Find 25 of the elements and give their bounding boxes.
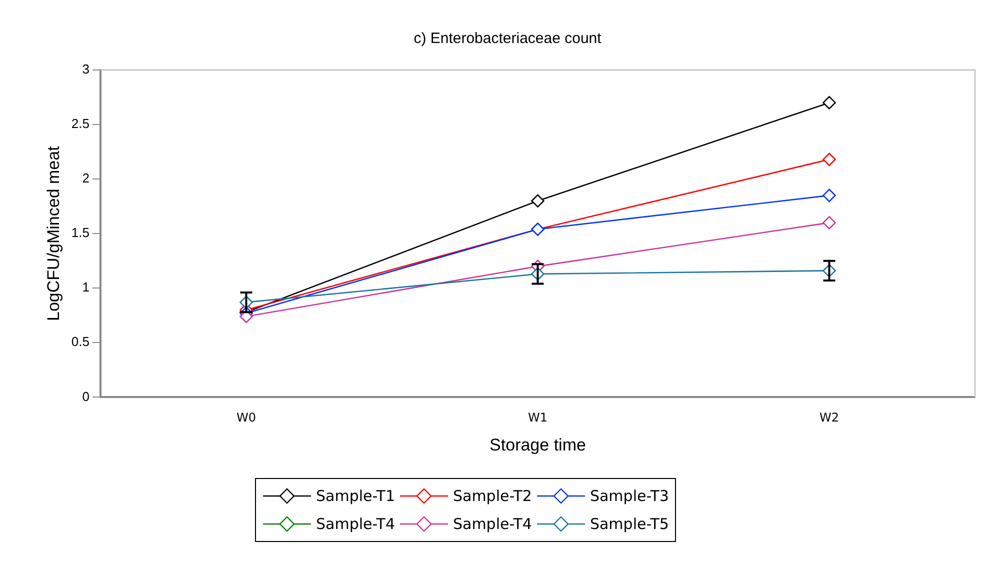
x-tick-label: W2: [819, 410, 839, 425]
point: [822, 216, 836, 230]
legend-label: Sample-T4: [316, 515, 395, 533]
y-axis-title: LogCFU/gMinced meat: [44, 146, 63, 322]
point: [822, 188, 836, 202]
y-tick-label: 2.5: [71, 116, 90, 132]
x-tick-label: W1: [528, 410, 548, 425]
x-axis-title: Storage time: [490, 435, 586, 454]
y-tick-label: 2: [82, 170, 90, 186]
legend-label: Sample-T2: [452, 487, 532, 505]
legend-label: Sample-T3: [590, 487, 669, 505]
y-tick-label: 3: [82, 62, 90, 77]
chart-title: c) Enterobacteriaceae count: [414, 30, 602, 48]
point: [240, 310, 253, 324]
y-tick-label: 0.5: [71, 334, 90, 350]
point: [822, 152, 836, 166]
point: [531, 194, 544, 208]
legend-label: Sample-T1: [316, 487, 395, 505]
point: [822, 96, 836, 110]
x-tick-label: W0: [236, 410, 256, 425]
y-tick-label: 0: [82, 388, 90, 404]
y-tick-label: 1.5: [71, 225, 90, 240]
legend-label: Sample-T4: [452, 515, 532, 533]
legend-label: Sample-T5: [590, 515, 669, 533]
y-tick-label: 1: [82, 280, 90, 295]
